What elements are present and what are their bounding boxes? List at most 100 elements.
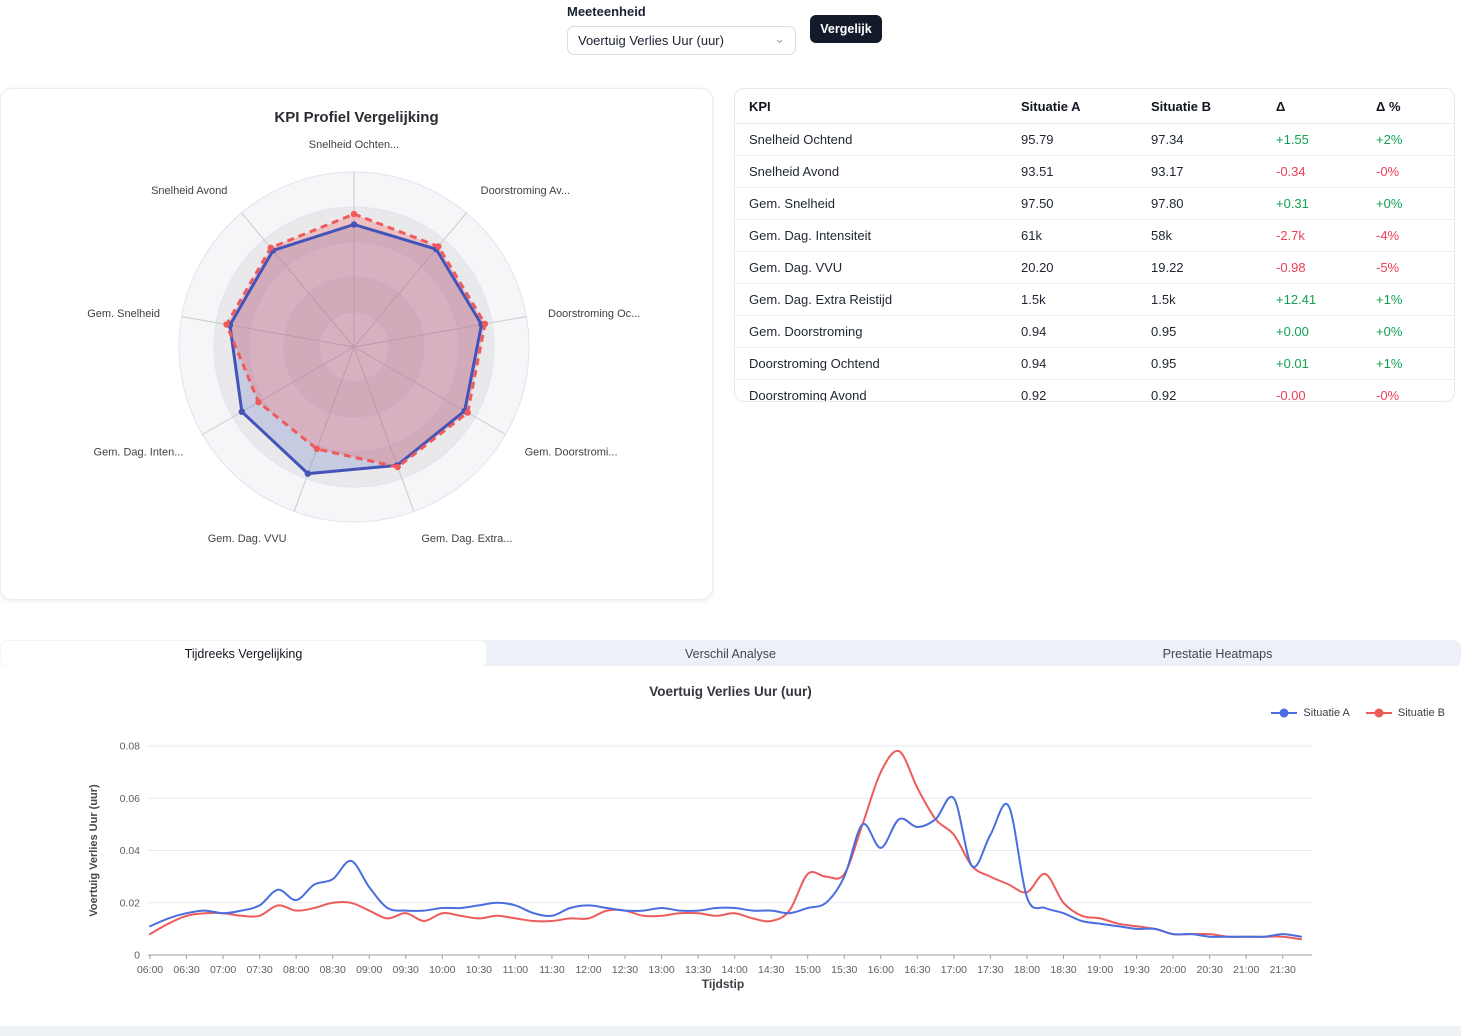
delta-value: -0.00 bbox=[1262, 380, 1362, 403]
timeseries-card: Voertuig Verlies Uur (uur) Situatie ASit… bbox=[0, 666, 1461, 1026]
svg-text:14:00: 14:00 bbox=[721, 964, 747, 976]
delta-pct-value: -0% bbox=[1362, 156, 1455, 188]
kpi-table-row: Gem. Dag. Intensiteit61k58k-2.7k-4% bbox=[735, 220, 1455, 252]
svg-text:20:30: 20:30 bbox=[1197, 964, 1223, 976]
delta-pct-value: +1% bbox=[1362, 348, 1455, 380]
delta-pct-value: +0% bbox=[1362, 188, 1455, 220]
situatie-a-value: 0.92 bbox=[1007, 380, 1137, 403]
svg-text:16:00: 16:00 bbox=[868, 964, 894, 976]
svg-text:21:30: 21:30 bbox=[1270, 964, 1296, 976]
delta-pct-value: -0% bbox=[1362, 380, 1455, 403]
svg-text:12:00: 12:00 bbox=[575, 964, 601, 976]
situatie-a-value: 97.50 bbox=[1007, 188, 1137, 220]
svg-text:18:30: 18:30 bbox=[1050, 964, 1076, 976]
situatie-a-value: 0.94 bbox=[1007, 316, 1137, 348]
radar-chart: Snelheid Ochten...Doorstroming Av...Door… bbox=[4, 129, 711, 559]
situatie-a-value: 1.5k bbox=[1007, 284, 1137, 316]
kpi-name: Doorstroming Avond bbox=[735, 380, 1007, 403]
svg-text:18:00: 18:00 bbox=[1014, 964, 1040, 976]
kpi-table-header-row: KPI Situatie A Situatie B Δ Δ % bbox=[735, 89, 1455, 124]
kpi-name: Gem. Snelheid bbox=[735, 188, 1007, 220]
svg-text:15:30: 15:30 bbox=[831, 964, 857, 976]
kpi-table: KPI Situatie A Situatie B Δ Δ % Snelheid… bbox=[735, 89, 1455, 402]
svg-text:Gem. Doorstromi...: Gem. Doorstromi... bbox=[525, 447, 618, 459]
situatie-b-value: 0.92 bbox=[1137, 380, 1262, 403]
timeseries-legend: Situatie A Situatie B bbox=[1271, 707, 1445, 719]
measure-unit-label: Meeteenheid bbox=[567, 4, 646, 19]
delta-col-header: Δ bbox=[1262, 89, 1362, 124]
tab-tijdreeks-vergelijking[interactable]: Tijdreeks Vergelijking bbox=[0, 640, 487, 667]
situatie-a-value: 20.20 bbox=[1007, 252, 1137, 284]
situatie-b-value: 19.22 bbox=[1137, 252, 1262, 284]
svg-text:21:00: 21:00 bbox=[1233, 964, 1259, 976]
timeseries-chart: 00.020.040.060.0806:0006:3007:0007:3008:… bbox=[0, 730, 1461, 1006]
radar-card: KPI Profiel Vergelijking Snelheid Ochten… bbox=[0, 88, 713, 600]
kpi-table-card: KPI Situatie A Situatie B Δ Δ % Snelheid… bbox=[734, 88, 1455, 402]
tab-bar: Tijdreeks Vergelijking Verschil Analyse … bbox=[0, 640, 1461, 667]
svg-text:06:30: 06:30 bbox=[173, 964, 199, 976]
svg-text:Snelheid Avond: Snelheid Avond bbox=[151, 185, 227, 197]
chevron-down-icon: ⌄ bbox=[774, 32, 785, 45]
kpi-table-row: Gem. Dag. VVU20.2019.22-0.98-5% bbox=[735, 252, 1455, 284]
kpi-name: Gem. Dag. Intensiteit bbox=[735, 220, 1007, 252]
situatie-a-col-header: Situatie A bbox=[1007, 89, 1137, 124]
svg-text:17:30: 17:30 bbox=[977, 964, 1003, 976]
svg-text:0: 0 bbox=[134, 950, 140, 962]
kpi-col-header: KPI bbox=[735, 89, 1007, 124]
svg-text:Gem. Snelheid: Gem. Snelheid bbox=[87, 308, 160, 320]
situatie-a-value: 95.79 bbox=[1007, 124, 1137, 156]
svg-text:07:00: 07:00 bbox=[210, 964, 236, 976]
svg-text:13:00: 13:00 bbox=[648, 964, 674, 976]
svg-text:0.06: 0.06 bbox=[120, 793, 141, 805]
delta-pct-col-header: Δ % bbox=[1362, 89, 1455, 124]
svg-text:10:30: 10:30 bbox=[466, 964, 492, 976]
svg-text:11:30: 11:30 bbox=[539, 964, 565, 976]
delta-value: +1.55 bbox=[1262, 124, 1362, 156]
legend-line-marker bbox=[1271, 712, 1297, 714]
delta-value: +12.41 bbox=[1262, 284, 1362, 316]
delta-pct-value: -5% bbox=[1362, 252, 1455, 284]
situatie-b-value: 0.95 bbox=[1137, 316, 1262, 348]
situatie-b-value: 97.34 bbox=[1137, 124, 1262, 156]
legend-line-marker bbox=[1366, 712, 1392, 714]
compare-button[interactable]: Vergelijk bbox=[810, 15, 882, 43]
kpi-name: Gem. Dag. Extra Reistijd bbox=[735, 284, 1007, 316]
svg-text:13:30: 13:30 bbox=[685, 964, 711, 976]
legend-label: Situatie B bbox=[1398, 707, 1445, 719]
situatie-b-value: 97.80 bbox=[1137, 188, 1262, 220]
kpi-table-row: Doorstroming Avond0.920.92-0.00-0% bbox=[735, 380, 1455, 403]
svg-text:14:30: 14:30 bbox=[758, 964, 784, 976]
svg-text:20:00: 20:00 bbox=[1160, 964, 1186, 976]
situatie-b-col-header: Situatie B bbox=[1137, 89, 1262, 124]
svg-text:Gem. Dag. Inten...: Gem. Dag. Inten... bbox=[94, 447, 184, 459]
svg-text:09:30: 09:30 bbox=[393, 964, 419, 976]
situatie-a-value: 61k bbox=[1007, 220, 1137, 252]
timeseries-legend-item[interactable]: Situatie B bbox=[1366, 707, 1445, 719]
delta-value: +0.01 bbox=[1262, 348, 1362, 380]
situatie-a-value: 93.51 bbox=[1007, 156, 1137, 188]
delta-pct-value: +2% bbox=[1362, 124, 1455, 156]
situatie-b-value: 0.95 bbox=[1137, 348, 1262, 380]
measure-unit-value: Voertuig Verlies Uur (uur) bbox=[578, 33, 724, 48]
svg-text:07:30: 07:30 bbox=[246, 964, 272, 976]
tab-verschil-analyse[interactable]: Verschil Analyse bbox=[487, 640, 974, 667]
svg-text:15:00: 15:00 bbox=[795, 964, 821, 976]
timeseries-title: Voertuig Verlies Uur (uur) bbox=[0, 684, 1461, 699]
situatie-b-value: 1.5k bbox=[1137, 284, 1262, 316]
svg-text:06:00: 06:00 bbox=[137, 964, 163, 976]
svg-text:Doorstroming Oc...: Doorstroming Oc... bbox=[548, 308, 640, 320]
radar-title: KPI Profiel Vergelijking bbox=[1, 109, 712, 126]
svg-text:19:00: 19:00 bbox=[1087, 964, 1113, 976]
timeseries-legend-item[interactable]: Situatie A bbox=[1271, 707, 1349, 719]
svg-text:10:00: 10:00 bbox=[429, 964, 455, 976]
footer-strip bbox=[0, 1026, 1461, 1036]
measure-unit-select[interactable]: Voertuig Verlies Uur (uur) ⌄ bbox=[567, 26, 796, 55]
delta-value: -2.7k bbox=[1262, 220, 1362, 252]
kpi-table-row: Gem. Snelheid97.5097.80+0.31+0% bbox=[735, 188, 1455, 220]
kpi-table-row: Gem. Doorstroming0.940.95+0.00+0% bbox=[735, 316, 1455, 348]
svg-text:Tijdstip: Tijdstip bbox=[702, 977, 744, 991]
tab-prestatie-heatmaps[interactable]: Prestatie Heatmaps bbox=[974, 640, 1461, 667]
kpi-name: Gem. Dag. VVU bbox=[735, 252, 1007, 284]
svg-text:08:30: 08:30 bbox=[320, 964, 346, 976]
svg-text:Gem. Dag. Extra...: Gem. Dag. Extra... bbox=[421, 533, 512, 545]
